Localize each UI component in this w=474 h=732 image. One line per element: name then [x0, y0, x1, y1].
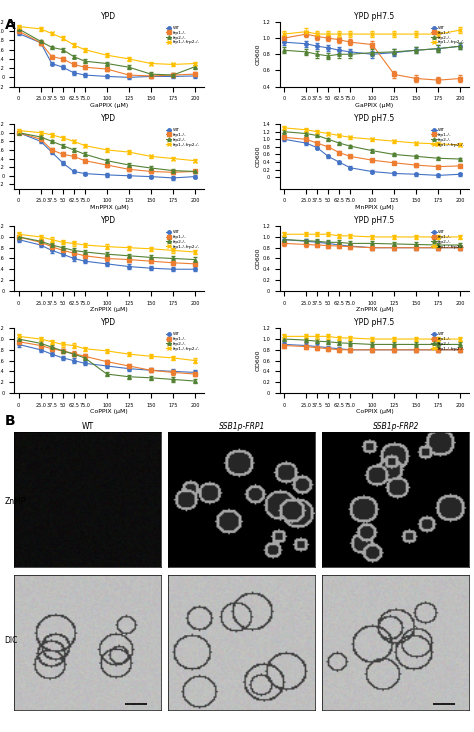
Y-axis label: OD600: OD600 — [256, 247, 261, 269]
Legend: WT, frp1-/-, frp2-/-, frp1-/-frp2-/-: WT, frp1-/-, frp2-/-, frp1-/-frp2-/- — [164, 330, 201, 353]
Legend: WT, frp1-/-, frp2-/-, frp1-/-frp2-/-: WT, frp1-/-, frp2-/-, frp1-/-frp2-/- — [164, 127, 201, 149]
Text: A: A — [5, 18, 16, 32]
Title: YPD pH7.5: YPD pH7.5 — [355, 318, 394, 327]
Text: B: B — [5, 414, 15, 428]
Title: SSB1p-FRP1: SSB1p-FRP1 — [219, 422, 265, 431]
Title: YPD: YPD — [101, 217, 117, 225]
X-axis label: GaPPIX (μM): GaPPIX (μM) — [356, 102, 393, 108]
Y-axis label: OD600: OD600 — [256, 350, 261, 371]
Legend: WT, frp1-/-, frp2-/-, frp1-/-frp2-/-: WT, frp1-/-, frp2-/-, frp1-/-frp2-/- — [429, 127, 467, 149]
Y-axis label: OD600: OD600 — [256, 43, 261, 65]
X-axis label: ZnPPIX (μM): ZnPPIX (μM) — [90, 307, 128, 312]
Title: YPD: YPD — [101, 12, 117, 21]
Title: SSB1p-FRP2: SSB1p-FRP2 — [373, 422, 419, 431]
X-axis label: MnPPIX (μM): MnPPIX (μM) — [355, 205, 394, 210]
X-axis label: GaPPIX (μM): GaPPIX (μM) — [90, 102, 128, 108]
X-axis label: MnPPIX (μM): MnPPIX (μM) — [90, 205, 128, 210]
Title: YPD: YPD — [101, 318, 117, 327]
Legend: WT, frp1-/-, frp2-/-, frp1-/-frp2-/-: WT, frp1-/-, frp2-/-, frp1-/-frp2-/- — [429, 24, 467, 46]
Text: ZnMP: ZnMP — [5, 497, 26, 506]
Legend: WT, frp1-/-, frp2-/-, frp1-/-frp2-/-: WT, frp1-/-, frp2-/-, frp1-/-frp2-/- — [164, 24, 201, 46]
Title: YPD pH7.5: YPD pH7.5 — [355, 217, 394, 225]
X-axis label: CoPPIX (μM): CoPPIX (μM) — [356, 409, 393, 414]
X-axis label: ZnPPIX (μM): ZnPPIX (μM) — [356, 307, 393, 312]
Legend: WT, frp1-/-, frp2-/-, frp1-/-frp2-/-: WT, frp1-/-, frp2-/-, frp1-/-frp2-/- — [429, 228, 467, 250]
Title: WT: WT — [82, 422, 94, 431]
Text: DIC: DIC — [5, 636, 18, 645]
Title: YPD pH7.5: YPD pH7.5 — [355, 114, 394, 123]
Y-axis label: OD600: OD600 — [256, 146, 261, 167]
X-axis label: CoPPIX (μM): CoPPIX (μM) — [90, 409, 128, 414]
Title: YPD: YPD — [101, 114, 117, 123]
Legend: WT, frp1-/-, frp2-/-, frp1-/-frp2-/-: WT, frp1-/-, frp2-/-, frp1-/-frp2-/- — [429, 330, 467, 353]
Title: YPD pH7.5: YPD pH7.5 — [355, 12, 394, 21]
Legend: WT, frp1-/-, frp2-/-, frp1-/-frp2-/-: WT, frp1-/-, frp2-/-, frp1-/-frp2-/- — [164, 228, 201, 250]
